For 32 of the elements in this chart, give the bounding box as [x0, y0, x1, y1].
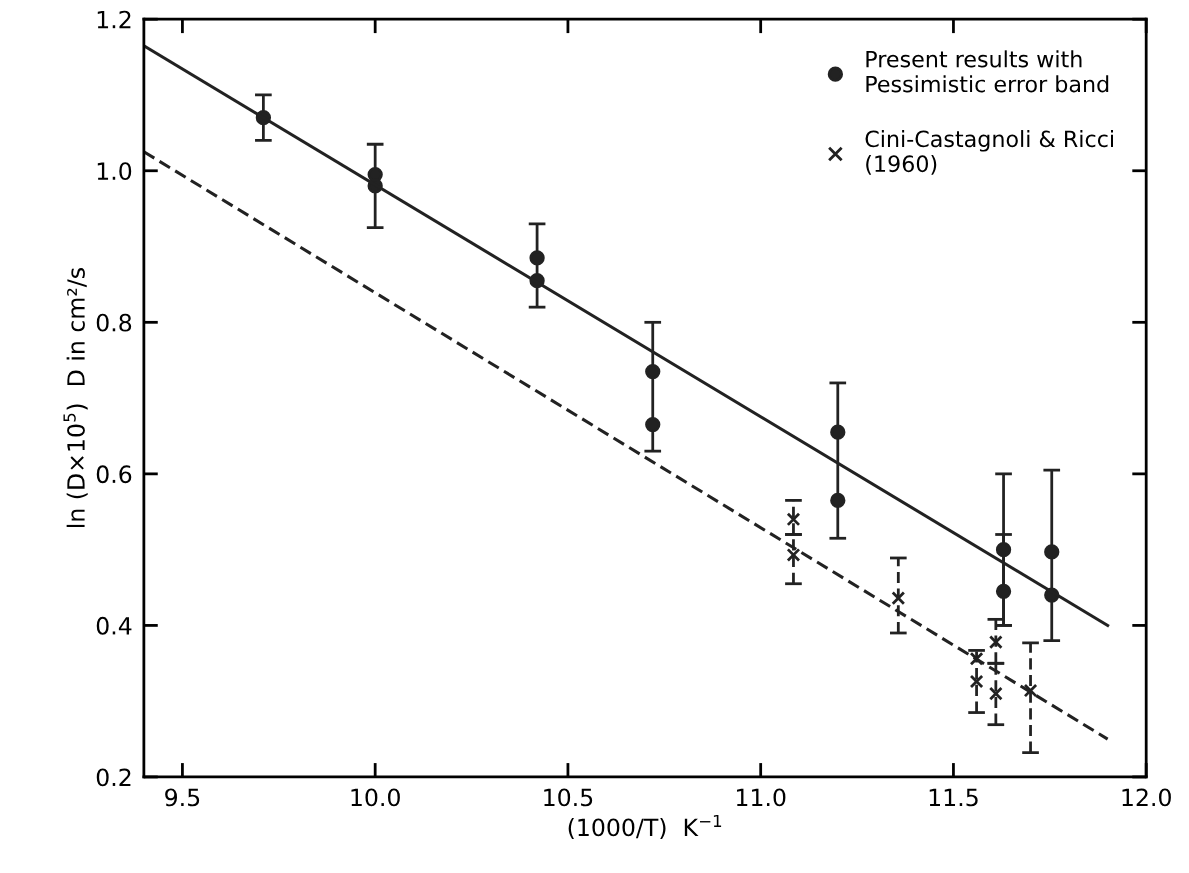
point — [1044, 544, 1060, 560]
y-tick-label: 0.6 — [96, 465, 132, 484]
point — [995, 583, 1012, 599]
point — [1023, 683, 1038, 698]
point — [995, 542, 1012, 558]
y-axis-title: ln (D×10$^{5}$) D in cm²/s — [63, 268, 88, 528]
legend-label: Present results with Pessimistic error band — [866, 50, 1109, 93]
y-tick-label: 1.2 — [97, 10, 131, 29]
x-tick-label: 11.0 — [736, 788, 786, 807]
point — [645, 363, 661, 380]
point — [988, 686, 1003, 701]
point — [830, 424, 846, 440]
point — [891, 591, 906, 606]
point — [529, 250, 545, 266]
x-tick-label: 11.5 — [929, 788, 978, 807]
point — [786, 512, 801, 527]
y-tick-label: 0.4 — [96, 616, 132, 635]
x-tick-label: 10.5 — [544, 788, 593, 807]
y-tick-label: 0.2 — [96, 768, 131, 787]
point — [786, 548, 801, 562]
point — [969, 651, 984, 666]
x-axis-title: (1000/T) K$^{−1}$ — [568, 814, 722, 840]
point — [645, 416, 661, 433]
y-tick-label: 1.0 — [97, 162, 132, 181]
x-tick-label: 10.0 — [351, 788, 400, 807]
y-tick-label: 0.8 — [96, 313, 132, 332]
x-tick-label: 12.0 — [1122, 788, 1171, 807]
point — [969, 674, 984, 689]
legend-label: Cini-Castagnoli & Ricci (1960) — [865, 130, 1113, 175]
point — [988, 635, 1003, 650]
point — [830, 492, 846, 509]
x-tick-label: 9.5 — [165, 788, 200, 807]
